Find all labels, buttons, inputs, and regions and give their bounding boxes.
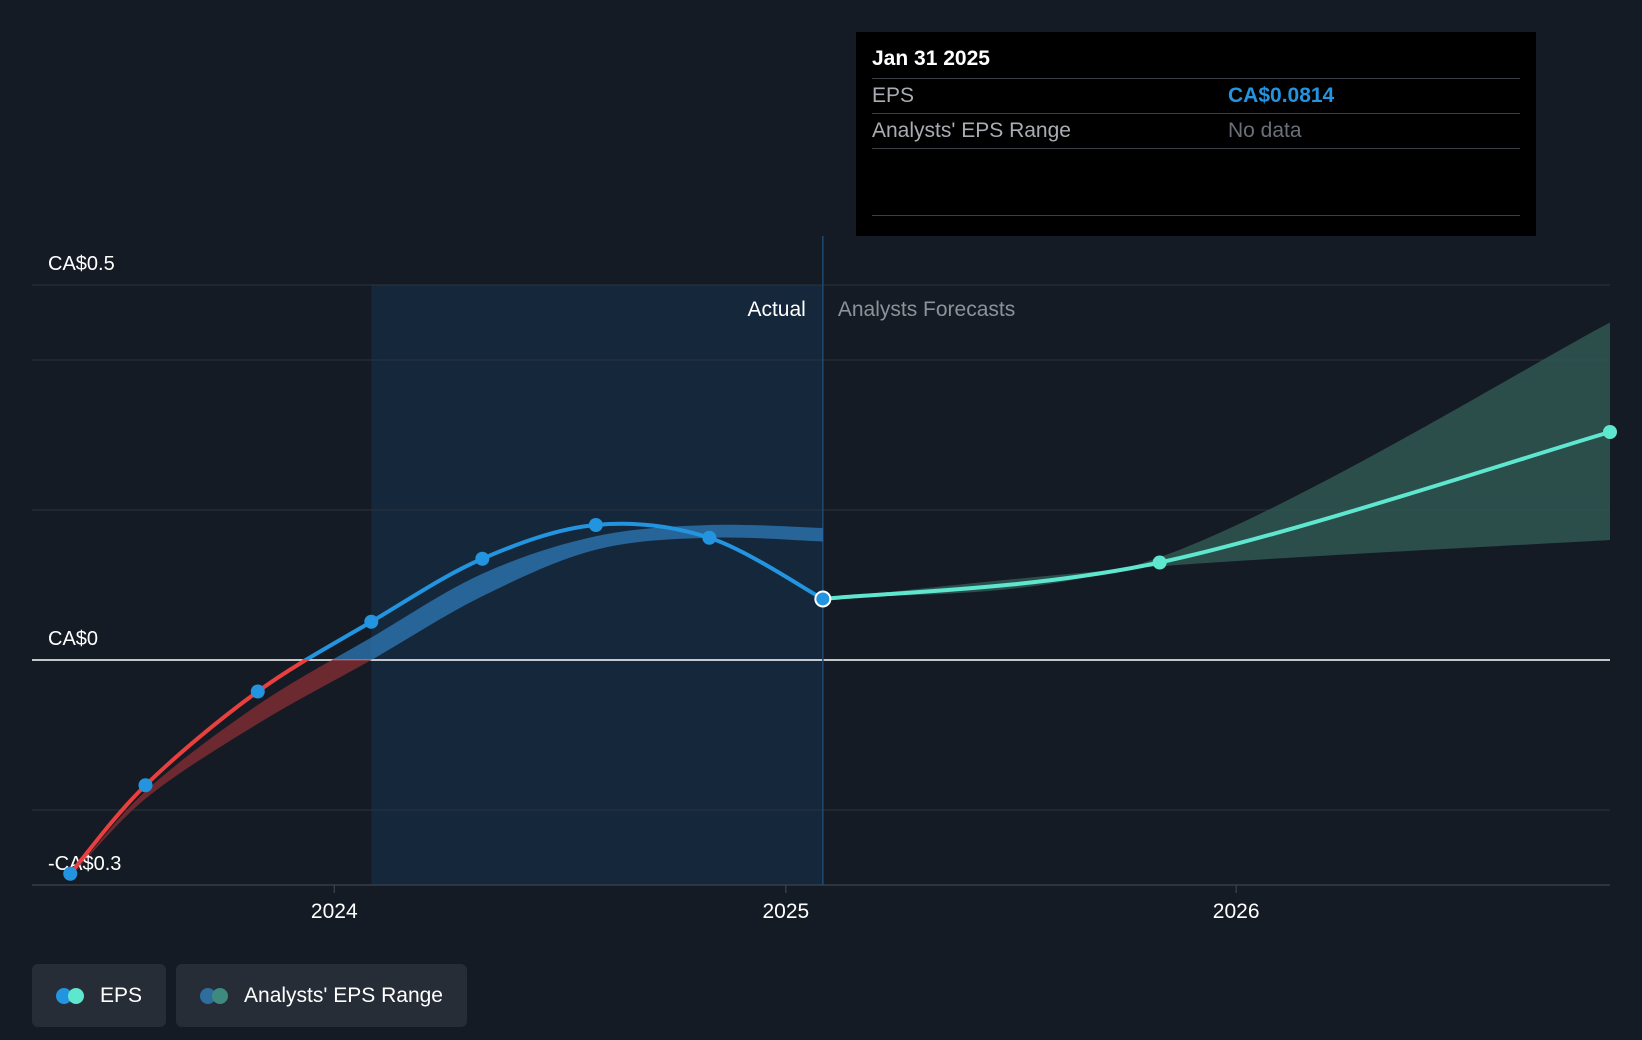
tooltip: Jan 31 2025 EPS CA$0.0814 Analysts' EPS … [856, 32, 1536, 236]
eps-selected-point [814, 590, 832, 608]
eps-line-negative [68, 660, 310, 876]
legend-item-range[interactable]: Analysts' EPS Range [176, 964, 467, 1027]
eps-point [63, 866, 78, 881]
tooltip-spacer [872, 149, 1520, 216]
eps-point [364, 614, 379, 629]
eps-point [138, 778, 153, 793]
tooltip-range-row: Analysts' EPS Range No data [872, 114, 1520, 149]
y-axis-label: CA$0.5 [48, 253, 115, 275]
eps-point [250, 684, 265, 699]
eps-point [475, 551, 490, 566]
legend-range-label: Analysts' EPS Range [244, 983, 443, 1007]
past-period-shade [371, 285, 823, 885]
tooltip-eps-row: EPS CA$0.0814 [872, 79, 1520, 114]
eps-legend-icon [56, 987, 86, 1004]
past-eps-range-band [331, 524, 823, 660]
eps-forecast-line [822, 430, 1611, 601]
range-legend-icon [200, 987, 230, 1004]
legend: EPS Analysts' EPS Range [32, 964, 467, 1027]
y-axis-label: CA$0 [48, 628, 98, 650]
eps-point [702, 530, 717, 545]
x-axis-tick-label: 2025 [762, 900, 809, 923]
tooltip-range-value: No data [1228, 119, 1302, 142]
eps-legend-dot-forecast [68, 987, 84, 1004]
forecast-eps-range-band [822, 322, 1610, 599]
x-axis-tick-label: 2026 [1213, 900, 1260, 923]
legend-eps-label: EPS [100, 983, 143, 1007]
tooltip-eps-value: CA$0.0814 [1228, 84, 1335, 107]
x-axis-tick-label: 2024 [311, 900, 358, 923]
range-legend-dot-forecast [212, 987, 229, 1004]
actual-label: Actual [747, 298, 805, 321]
tooltip-date: Jan 31 2025 [872, 44, 1520, 79]
eps-point [588, 518, 603, 532]
eps-line [301, 521, 824, 660]
tooltip-range-label: Analysts' EPS Range [872, 119, 1071, 142]
eps-forecast-point [1152, 555, 1167, 570]
tooltip-eps-label: EPS [872, 84, 915, 107]
forecast-label: Analysts Forecasts [838, 298, 1015, 321]
legend-item-eps[interactable]: EPS [32, 964, 167, 1027]
eps-forecast-point [1603, 425, 1617, 439]
